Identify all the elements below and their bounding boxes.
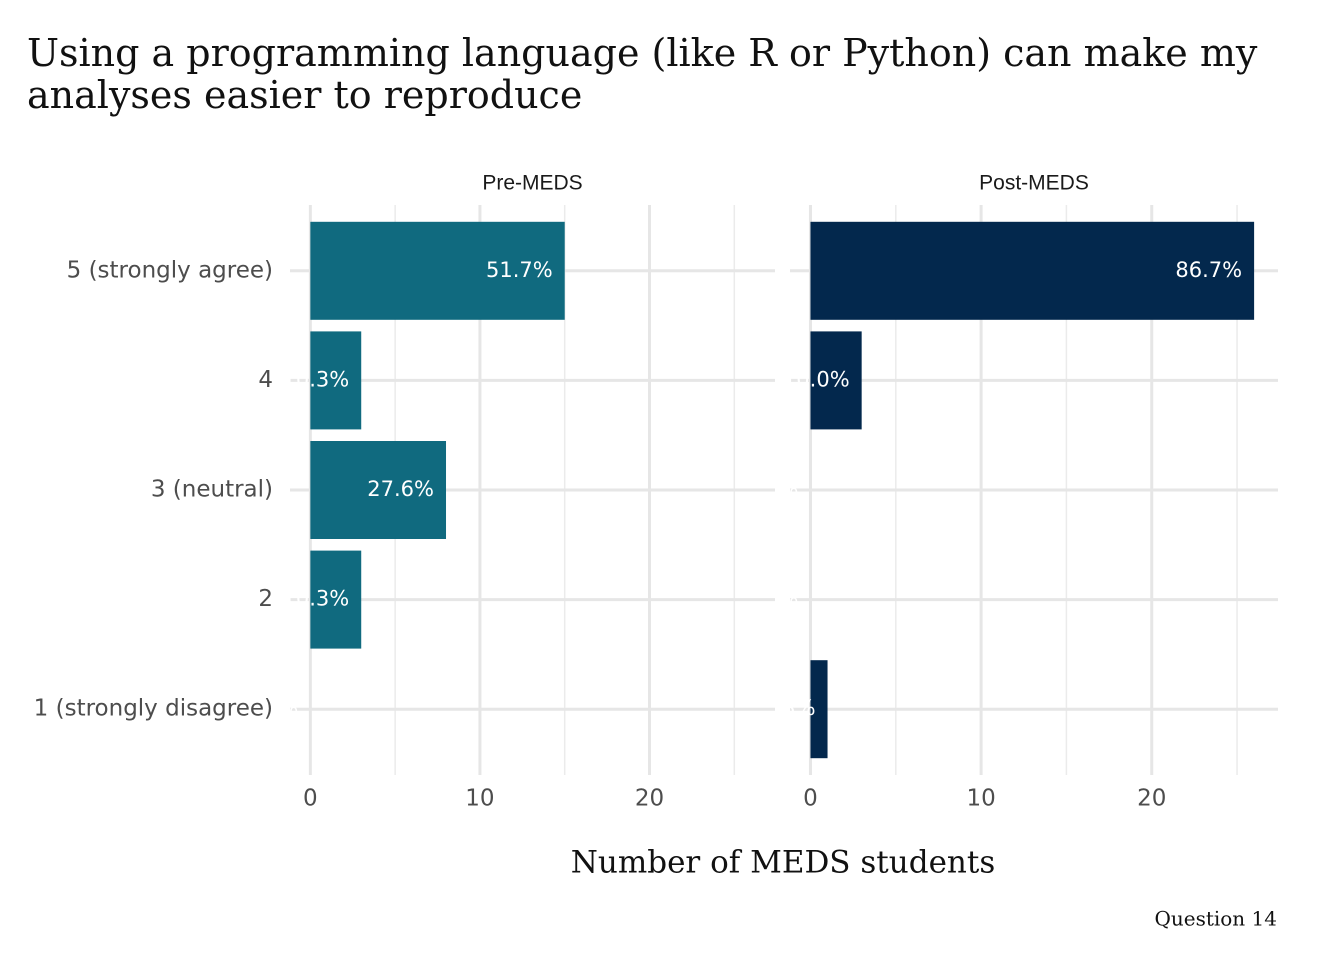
y-tick-label: 5 (strongly agree)	[67, 257, 273, 283]
bar	[310, 550, 362, 649]
bars: 51.7% 10.3% 27.6% 10.3% 0.0% 86.7% 10.0% 0.0% 0.…	[245, 221, 1255, 759]
x-tick-label: 0	[303, 786, 318, 812]
value-label: 3.3%	[762, 696, 815, 720]
y-tick-label: 2	[258, 586, 273, 612]
bar	[810, 221, 1255, 320]
x-axis-title: Number of MEDS students	[571, 845, 996, 881]
value-label: 27.6%	[367, 477, 434, 501]
facet-label: Pre-MEDS	[482, 172, 582, 195]
x-tick-label: 10	[966, 786, 995, 812]
facet-label: Post-MEDS	[979, 172, 1089, 195]
bar	[810, 660, 828, 759]
value-label: 10.3%	[283, 367, 350, 391]
x-tick-label: 20	[1137, 786, 1166, 812]
value-label: 10.0%	[783, 367, 850, 391]
x-tick-label: 10	[465, 786, 494, 812]
value-label: 10.3%	[283, 587, 350, 611]
caption: Question 14	[1154, 907, 1277, 931]
chart-title: Using a programming language (like R or …	[27, 31, 1258, 117]
value-label: 0.0%	[745, 477, 798, 501]
value-label: 51.7%	[486, 258, 553, 282]
y-tick-label: 1 (strongly disagree)	[34, 696, 273, 722]
bar	[810, 331, 862, 430]
bar	[310, 441, 447, 539]
y-tick-label: 3 (neutral)	[151, 477, 273, 503]
value-label: 86.7%	[1175, 258, 1242, 282]
bar	[310, 331, 362, 430]
x-tick-label: 20	[635, 786, 664, 812]
y-tick-label: 4	[258, 367, 273, 393]
bar	[310, 221, 565, 320]
x-tick-label: 0	[803, 786, 818, 812]
value-label: 0.0%	[245, 696, 298, 720]
value-label: 0.0%	[745, 587, 798, 611]
